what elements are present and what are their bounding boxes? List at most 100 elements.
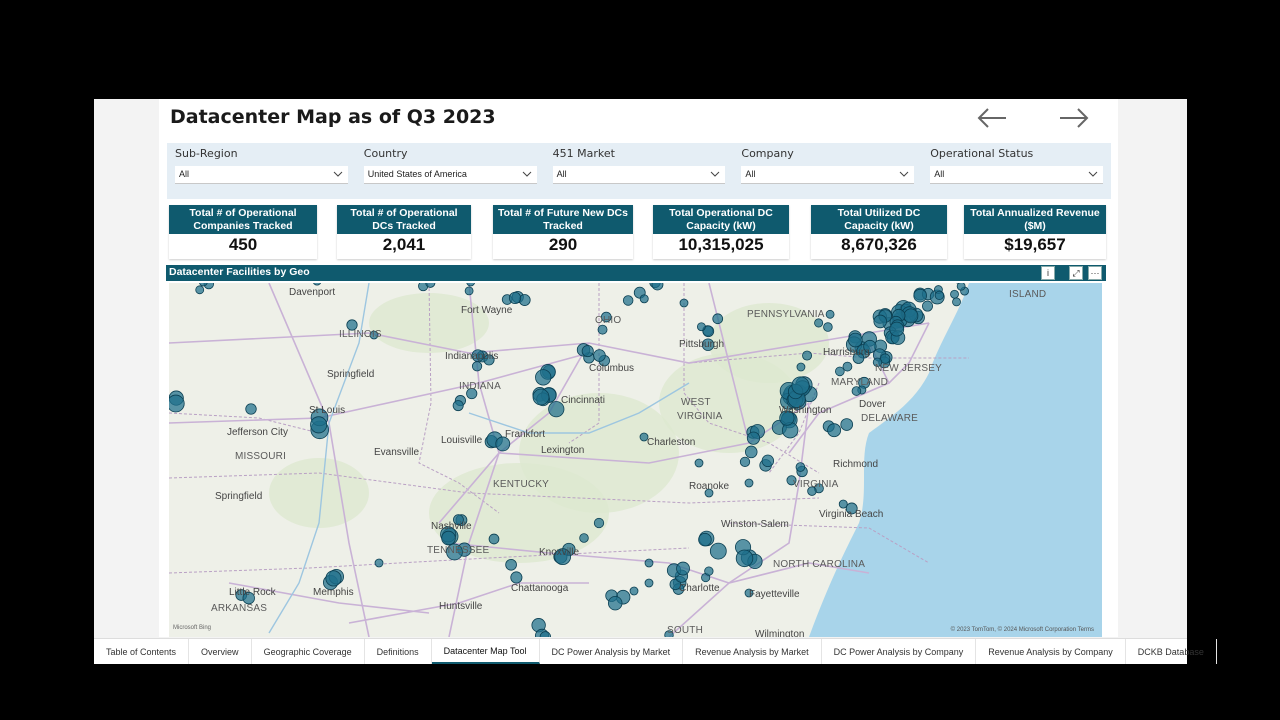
datacenter-marker[interactable] bbox=[495, 436, 511, 452]
datacenter-marker[interactable] bbox=[903, 308, 919, 324]
datacenter-marker[interactable] bbox=[823, 322, 833, 332]
datacenter-marker[interactable] bbox=[195, 285, 205, 295]
company-dropdown[interactable]: All bbox=[741, 166, 915, 184]
datacenter-marker[interactable] bbox=[346, 319, 358, 331]
datacenter-marker[interactable] bbox=[698, 532, 712, 547]
datacenter-marker[interactable] bbox=[795, 462, 806, 472]
datacenter-marker[interactable] bbox=[791, 376, 810, 395]
datacenter-marker[interactable] bbox=[369, 330, 379, 340]
back-button[interactable] bbox=[975, 103, 1009, 133]
datacenter-marker[interactable] bbox=[581, 345, 594, 358]
datacenter-marker[interactable] bbox=[607, 595, 623, 611]
datacenter-marker[interactable] bbox=[701, 338, 715, 351]
datacenter-marker[interactable] bbox=[535, 369, 552, 386]
datacenter-marker[interactable] bbox=[802, 350, 813, 361]
datacenter-marker[interactable] bbox=[676, 561, 690, 576]
datacenter-marker[interactable] bbox=[651, 283, 664, 291]
tab-table-of-contents[interactable]: Table of Contents bbox=[94, 639, 190, 664]
datacenter-marker[interactable] bbox=[702, 325, 715, 338]
datacenter-marker[interactable] bbox=[848, 332, 863, 348]
datacenter-marker[interactable] bbox=[796, 362, 806, 372]
datacenter-marker[interactable] bbox=[872, 357, 883, 367]
datacenter-marker[interactable] bbox=[827, 423, 842, 438]
datacenter-marker[interactable] bbox=[704, 566, 714, 576]
datacenter-marker[interactable] bbox=[863, 339, 877, 354]
datacenter-marker[interactable] bbox=[199, 283, 208, 287]
tab-geographic-coverage[interactable]: Geographic Coverage bbox=[252, 639, 365, 664]
operational-status-dropdown[interactable]: All bbox=[930, 166, 1103, 184]
market-dropdown[interactable]: All bbox=[552, 166, 726, 184]
datacenter-marker[interactable] bbox=[739, 456, 751, 467]
more-options-button[interactable]: ··· bbox=[1088, 266, 1102, 280]
tab-dckb-database[interactable]: DCKB Database bbox=[1126, 639, 1217, 664]
datacenter-marker[interactable] bbox=[505, 558, 517, 571]
datacenter-marker[interactable] bbox=[814, 318, 824, 328]
country-dropdown[interactable]: United States of America bbox=[363, 166, 537, 184]
datacenter-marker[interactable] bbox=[889, 321, 905, 337]
datacenter-marker[interactable] bbox=[600, 311, 612, 323]
datacenter-marker[interactable] bbox=[840, 418, 854, 431]
datacenter-marker[interactable] bbox=[593, 349, 606, 362]
datacenter-marker[interactable] bbox=[579, 533, 589, 543]
datacenter-marker[interactable] bbox=[554, 548, 572, 566]
datacenter-marker[interactable] bbox=[664, 630, 674, 637]
datacenter-marker[interactable] bbox=[696, 322, 706, 332]
tab-revenue-analysis-by-company[interactable]: Revenue Analysis by Company bbox=[976, 639, 1126, 664]
datacenter-marker[interactable] bbox=[644, 558, 654, 568]
datacenter-marker[interactable] bbox=[744, 588, 754, 598]
datacenter-marker[interactable] bbox=[761, 454, 775, 468]
datacenter-marker[interactable] bbox=[425, 283, 436, 288]
focus-mode-button[interactable]: ⤢ bbox=[1069, 266, 1083, 280]
datacenter-marker[interactable] bbox=[453, 514, 464, 526]
datacenter-marker[interactable] bbox=[952, 297, 961, 307]
datacenter-marker[interactable] bbox=[807, 486, 817, 496]
datacenter-marker[interactable] bbox=[838, 499, 848, 509]
datacenter-marker[interactable] bbox=[735, 549, 754, 568]
map-canvas[interactable]: Davenport ILLINOIS Springfield St Louis Jeff… bbox=[169, 283, 1102, 637]
datacenter-marker[interactable] bbox=[466, 283, 475, 287]
datacenter-marker[interactable] bbox=[245, 403, 257, 415]
tab-definitions[interactable]: Definitions bbox=[365, 639, 432, 664]
datacenter-marker[interactable] bbox=[779, 410, 795, 426]
datacenter-marker[interactable] bbox=[956, 283, 966, 291]
datacenter-marker[interactable] bbox=[325, 570, 342, 587]
datacenter-marker[interactable] bbox=[446, 543, 463, 561]
datacenter-marker[interactable] bbox=[532, 388, 550, 406]
datacenter-marker[interactable] bbox=[508, 291, 522, 305]
datacenter-marker[interactable] bbox=[950, 289, 959, 299]
datacenter-marker[interactable] bbox=[169, 394, 185, 413]
datacenter-marker[interactable] bbox=[374, 558, 384, 568]
datacenter-marker[interactable] bbox=[835, 366, 845, 377]
datacenter-marker[interactable] bbox=[644, 578, 654, 588]
datacenter-marker[interactable] bbox=[629, 586, 639, 596]
datacenter-marker[interactable] bbox=[622, 295, 634, 306]
datacenter-marker[interactable] bbox=[471, 361, 483, 372]
tab-datacenter-map-tool[interactable]: Datacenter Map Tool bbox=[431, 639, 540, 664]
tab-dc-power-analysis-by-company[interactable]: DC Power Analysis by Company bbox=[822, 639, 977, 664]
info-button[interactable]: i bbox=[1041, 266, 1055, 280]
datacenter-marker[interactable] bbox=[746, 431, 761, 445]
datacenter-marker[interactable] bbox=[880, 353, 891, 364]
datacenter-marker[interactable] bbox=[452, 400, 464, 412]
datacenter-marker[interactable] bbox=[466, 387, 478, 400]
datacenter-marker[interactable] bbox=[712, 313, 724, 325]
datacenter-marker[interactable] bbox=[694, 458, 704, 468]
datacenter-marker[interactable] bbox=[873, 314, 888, 329]
datacenter-marker[interactable] bbox=[934, 290, 945, 301]
datacenter-marker[interactable] bbox=[913, 288, 927, 303]
tab-revenue-analysis-by-market[interactable]: Revenue Analysis by Market bbox=[683, 639, 822, 664]
datacenter-marker[interactable] bbox=[825, 309, 835, 319]
datacenter-marker[interactable] bbox=[539, 631, 552, 637]
datacenter-marker[interactable] bbox=[852, 352, 865, 364]
datacenter-marker[interactable] bbox=[483, 354, 495, 366]
datacenter-marker[interactable] bbox=[510, 571, 523, 584]
datacenter-marker[interactable] bbox=[842, 361, 853, 372]
datacenter-marker[interactable] bbox=[310, 416, 328, 434]
datacenter-marker[interactable] bbox=[679, 298, 689, 308]
datacenter-marker[interactable] bbox=[548, 401, 565, 418]
datacenter-marker[interactable] bbox=[745, 445, 758, 459]
sub-region-dropdown[interactable]: All bbox=[175, 166, 348, 184]
datacenter-marker[interactable] bbox=[922, 300, 933, 312]
datacenter-marker[interactable] bbox=[313, 283, 322, 286]
tab-dc-power-analysis-by-market[interactable]: DC Power Analysis by Market bbox=[540, 639, 684, 664]
